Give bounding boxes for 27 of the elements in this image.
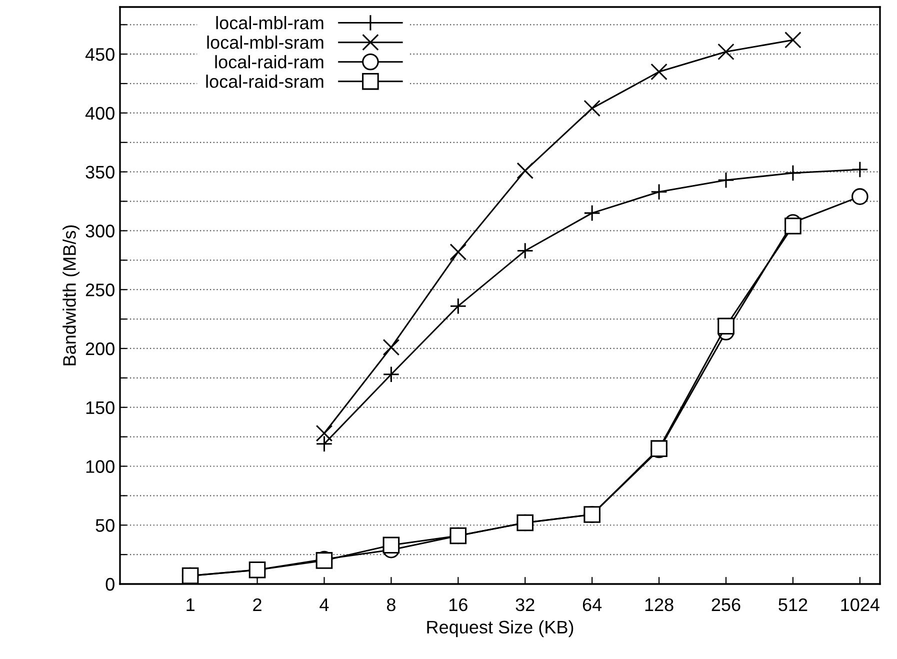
y-tick-label: 400 (85, 106, 114, 120)
x-tick-label: 32 (516, 598, 534, 612)
x-tick-label: 2 (253, 598, 262, 611)
y-tick-label: 50 (96, 519, 114, 532)
y-tick-label: 150 (86, 401, 114, 414)
legend-label: local-mbl-ram (216, 16, 324, 30)
x-tick-label: 1 (186, 598, 194, 611)
y-tick-label: 350 (86, 166, 114, 179)
x-axis-title: Request Size (KB) (427, 620, 574, 638)
x-tick-label: 512 (778, 598, 808, 612)
y-tick-label: 200 (86, 342, 114, 356)
legend-label: local-raid-ram (215, 55, 324, 68)
x-tick-label: 128 (645, 598, 674, 612)
x-tick-label: 64 (582, 598, 602, 612)
y-tick-label: 100 (86, 460, 114, 473)
y-tick-label: 0 (106, 578, 114, 591)
x-tick-label: 1024 (841, 598, 880, 612)
x-tick-label: 256 (712, 598, 740, 612)
y-tick-label: 450 (85, 48, 114, 61)
x-tick-label: 8 (386, 598, 396, 612)
y-tick-label: 300 (86, 224, 114, 238)
legend-label: local-mbl-sram (207, 36, 324, 49)
y-axis-title: Bandwidth (MB/s) (62, 225, 80, 366)
y-tick-label: 250 (86, 284, 114, 296)
x-tick-label: 4 (320, 598, 329, 611)
x-tick-label: 16 (449, 598, 468, 612)
legend-label: local-raid-sram (206, 74, 324, 88)
